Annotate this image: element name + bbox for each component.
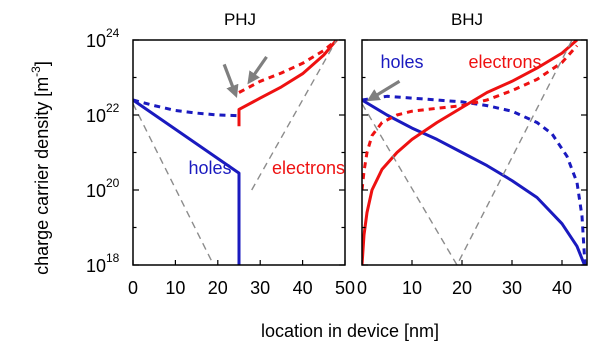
x-axis-label: location in device [nm] <box>261 321 439 341</box>
panel-title-bhj: BHJ <box>451 10 483 29</box>
series-group <box>362 40 587 265</box>
y-tick-label-base: 10 <box>86 106 106 126</box>
series-line-electrons-dashed <box>238 40 338 94</box>
series-line-holes-solid <box>133 98 241 265</box>
series-line-guide-dashed <box>362 40 573 265</box>
y-axis-label-close: ] <box>32 61 52 66</box>
y-tick-label-base: 10 <box>86 181 106 201</box>
x-tick-label: 30 <box>250 278 270 298</box>
x-tick-label: 40 <box>293 278 313 298</box>
y-tick-label-exponent: 24 <box>106 26 120 40</box>
y-tick-label: 10 <box>86 181 106 201</box>
series-group <box>133 40 338 265</box>
series-line-holes-dashed <box>133 98 240 118</box>
x-tick-label: 0 <box>128 278 138 298</box>
x-tick-label: 40 <box>552 278 572 298</box>
annotation-arrow <box>366 79 401 102</box>
x-tick-label: 20 <box>452 278 472 298</box>
annotation-electrons: electrons <box>468 52 541 72</box>
x-tick-label: 50 <box>335 278 355 298</box>
series-line-holes-solid <box>362 98 586 265</box>
y-tick-label-exponent: 22 <box>106 101 120 115</box>
panel-bhj: BHJ 0 10 20 30 40 holes electrons <box>357 10 588 298</box>
y-tick-label: 10 <box>86 31 106 51</box>
series-line-guide-dashed <box>251 40 338 191</box>
panel-title-phj: PHJ <box>224 10 256 29</box>
x-tick-label: 20 <box>208 278 228 298</box>
x-tick-label: 30 <box>502 278 522 298</box>
y-axis-label-main: charge carrier density [m <box>32 77 52 275</box>
y-axis-label: charge carrier density [m-3] <box>29 61 52 275</box>
annotation-electrons: electrons <box>272 158 345 178</box>
y-axis-label-exponent: -3 <box>29 66 43 77</box>
x-tick-label: 10 <box>165 278 185 298</box>
annotation-arrow <box>247 55 268 85</box>
y-tick-label: 10 <box>86 256 106 276</box>
y-tick-label-exponent: 18 <box>106 251 120 265</box>
y-tick-label-base: 10 <box>86 31 106 51</box>
x-tick-label: 10 <box>402 278 422 298</box>
y-tick-label-exponent: 20 <box>106 176 120 190</box>
annotation-holes: holes <box>380 52 423 72</box>
plot-bhj: 0 10 20 30 40 holes electrons <box>357 39 588 298</box>
series-line-electrons-solid <box>237 40 338 127</box>
series-line-electrons-solid <box>362 40 578 265</box>
y-tick-label-base: 10 <box>86 256 106 276</box>
y-tick-label: 10 <box>86 106 106 126</box>
x-tick-label: 0 <box>357 278 367 298</box>
annotation-holes: holes <box>188 158 231 178</box>
series-line-guide-dashed <box>133 103 215 265</box>
annotation-arrow <box>222 63 239 98</box>
series-line-holes-dashed <box>362 94 587 265</box>
